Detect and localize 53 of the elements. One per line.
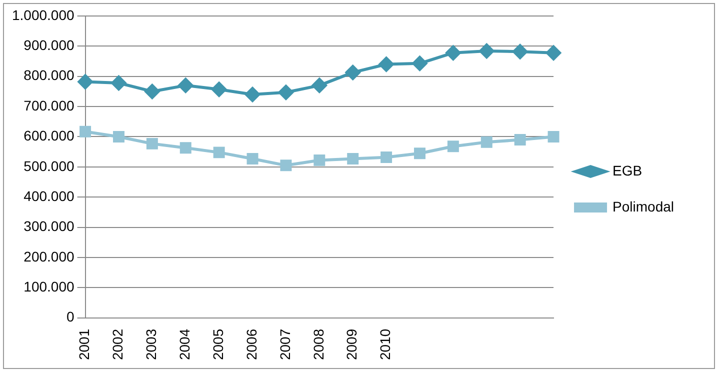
point bbox=[144, 84, 160, 99]
y-tick-label: 500.000 bbox=[24, 158, 74, 174]
y-tick-label: 0 bbox=[66, 308, 74, 325]
y-tick-label: 700.000 bbox=[24, 97, 74, 114]
x-tick-label: 2002 bbox=[110, 328, 126, 360]
point bbox=[178, 78, 194, 93]
point bbox=[245, 86, 260, 102]
point bbox=[314, 154, 326, 166]
point bbox=[512, 44, 528, 60]
y-tick-label: 200.000 bbox=[24, 248, 74, 264]
x-tick-label: 2007 bbox=[276, 328, 293, 360]
x-tick-label: 2010 bbox=[377, 328, 394, 360]
point bbox=[378, 56, 394, 72]
legend-label: EGB bbox=[612, 162, 642, 178]
point bbox=[146, 138, 158, 150]
point bbox=[347, 153, 359, 165]
point bbox=[212, 82, 227, 97]
point bbox=[278, 84, 294, 100]
legend-label: Polimodal bbox=[612, 198, 674, 214]
point bbox=[447, 140, 459, 152]
x-tick-label: 2009 bbox=[344, 328, 360, 360]
y-tick-label: 600.000 bbox=[24, 128, 74, 144]
point bbox=[548, 131, 560, 142]
x-tick-label: 2001 bbox=[76, 328, 92, 360]
point bbox=[112, 131, 124, 142]
x-tick-label: 2008 bbox=[310, 328, 326, 360]
point bbox=[280, 160, 292, 172]
point bbox=[111, 76, 126, 91]
x-tick-label: 2005 bbox=[210, 328, 226, 360]
x-tick-label: 2003 bbox=[143, 328, 160, 360]
y-tick-label: 900.000 bbox=[24, 37, 74, 54]
y-tick-label: 100.000 bbox=[24, 278, 74, 295]
point bbox=[80, 126, 92, 138]
point bbox=[546, 45, 562, 60]
point bbox=[412, 56, 428, 71]
y-tick-label: 1.000.000 bbox=[12, 6, 74, 23]
point bbox=[480, 136, 492, 148]
point bbox=[380, 152, 392, 164]
point bbox=[78, 74, 93, 90]
point bbox=[312, 78, 327, 93]
point bbox=[345, 64, 360, 80]
y-tick-label: 800.000 bbox=[24, 67, 74, 84]
point bbox=[514, 134, 526, 146]
y-tick-label: 400.000 bbox=[24, 188, 74, 204]
y-tick-label: 300.000 bbox=[24, 218, 74, 234]
point bbox=[479, 44, 494, 59]
x-tick-label: 2006 bbox=[243, 328, 260, 360]
point bbox=[213, 146, 225, 158]
point bbox=[414, 148, 426, 160]
point bbox=[180, 142, 192, 154]
point bbox=[246, 153, 258, 165]
point bbox=[446, 45, 461, 60]
x-tick-label: 2004 bbox=[176, 328, 192, 360]
